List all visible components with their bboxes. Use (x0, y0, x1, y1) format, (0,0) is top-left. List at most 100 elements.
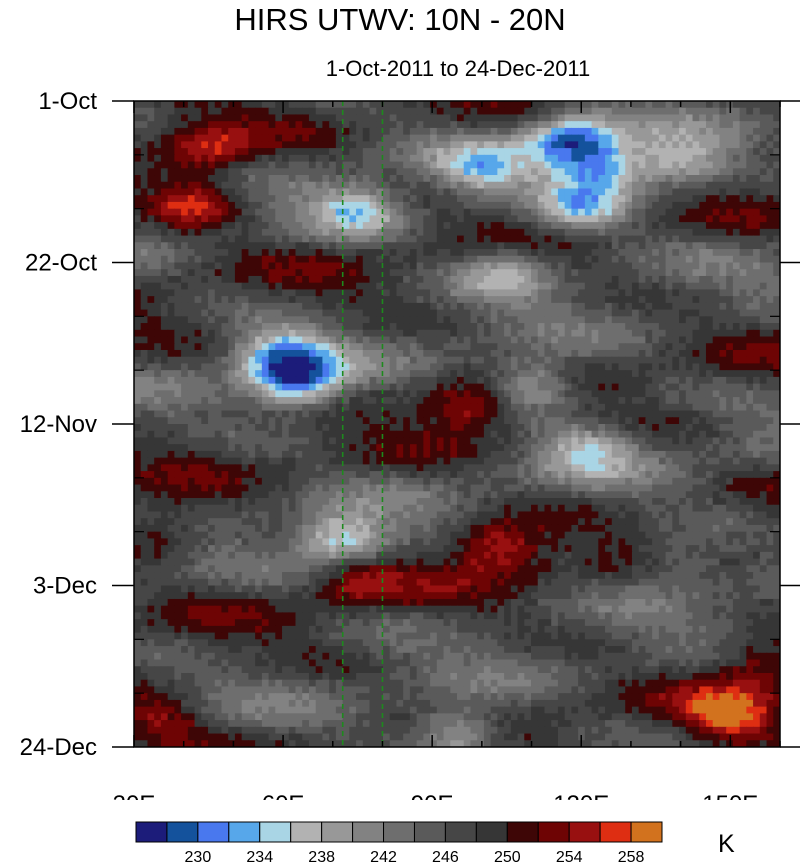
field-cell (490, 383, 498, 391)
field-cell (450, 269, 458, 277)
field-cell (712, 390, 721, 398)
field-cell (477, 242, 485, 250)
field-cell (450, 397, 458, 405)
field-cell (524, 101, 532, 109)
field-cell (443, 121, 451, 129)
field-cell (658, 127, 667, 136)
field-cell (450, 410, 458, 418)
field-cell (611, 430, 620, 439)
field-cell (335, 363, 344, 371)
field-cell (430, 296, 438, 304)
field-cell (261, 249, 270, 257)
field-cell (483, 309, 492, 317)
field-cell (160, 410, 169, 418)
field-cell (140, 397, 149, 405)
field-cell (214, 275, 223, 284)
field-cell (201, 249, 209, 257)
field-cell (362, 282, 371, 291)
field-cell (268, 397, 276, 405)
field-cell (517, 181, 525, 190)
field-cell (187, 222, 196, 230)
field-cell (739, 235, 747, 243)
field-cell (497, 275, 505, 284)
field-cell (268, 154, 276, 163)
field-cell (490, 255, 498, 264)
field-cell (591, 430, 599, 439)
field-cell (490, 403, 498, 412)
field-cell (746, 242, 754, 250)
field-cell (154, 343, 162, 351)
field-cell (457, 228, 465, 237)
field-cell (403, 175, 411, 183)
field-cell (679, 148, 687, 156)
field-cell (645, 201, 653, 210)
field-cell (261, 168, 270, 176)
field-cell (537, 235, 546, 243)
field-cell (739, 121, 747, 129)
field-cell (753, 215, 761, 223)
field-cell (369, 201, 377, 210)
field-cell (739, 343, 747, 351)
field-cell (773, 121, 780, 129)
field-cell (564, 323, 572, 331)
field-cell (154, 222, 162, 230)
field-cell (652, 141, 660, 149)
field-cell (268, 349, 276, 358)
field-cell (221, 101, 229, 109)
field-cell (753, 349, 761, 358)
field-cell (618, 188, 626, 196)
field-cell (261, 195, 270, 203)
field-cell (551, 249, 559, 257)
field-cell (201, 269, 209, 277)
field-cell (382, 121, 391, 129)
field-cell (531, 329, 539, 338)
field-cell (672, 121, 680, 129)
field-cell (403, 168, 411, 176)
field-cell (739, 161, 747, 169)
field-cell (766, 329, 774, 338)
field-cell (389, 430, 398, 439)
field-cell (362, 302, 371, 311)
field-cell (497, 114, 505, 122)
field-cell (679, 390, 687, 398)
field-cell (335, 302, 344, 311)
field-cell (403, 121, 411, 129)
field-cell (504, 188, 512, 196)
field-cell (275, 282, 283, 291)
field-cell (658, 349, 667, 358)
field-cell (443, 390, 451, 398)
field-cell (241, 430, 249, 439)
field-cell (699, 363, 707, 371)
field-cell (685, 222, 694, 230)
field-cell (571, 376, 579, 385)
field-cell (248, 336, 256, 344)
field-cell (450, 437, 458, 445)
field-cell (201, 215, 209, 223)
field-cell (288, 282, 297, 291)
field-cell (389, 444, 398, 452)
field-cell (302, 424, 310, 432)
field-cell (248, 215, 256, 223)
field-cell (140, 363, 149, 371)
field-cell (349, 242, 357, 250)
field-cell (376, 437, 384, 445)
field-cell (450, 316, 458, 324)
field-cell (470, 175, 478, 183)
field-cell (342, 101, 350, 109)
field-cell (766, 262, 774, 270)
field-cell (618, 397, 626, 405)
field-cell (234, 134, 243, 142)
field-cell (483, 444, 492, 452)
field-cell (382, 188, 391, 196)
field-cell (537, 114, 546, 122)
field-cell (255, 201, 263, 210)
field-cell (631, 161, 640, 169)
field-cell (652, 255, 660, 264)
field-cell (692, 430, 700, 439)
field-cell (652, 316, 660, 324)
field-cell (282, 255, 290, 264)
field-cell (658, 336, 667, 344)
field-cell (658, 141, 667, 149)
field-cell (154, 249, 162, 257)
field-cell (652, 181, 660, 190)
